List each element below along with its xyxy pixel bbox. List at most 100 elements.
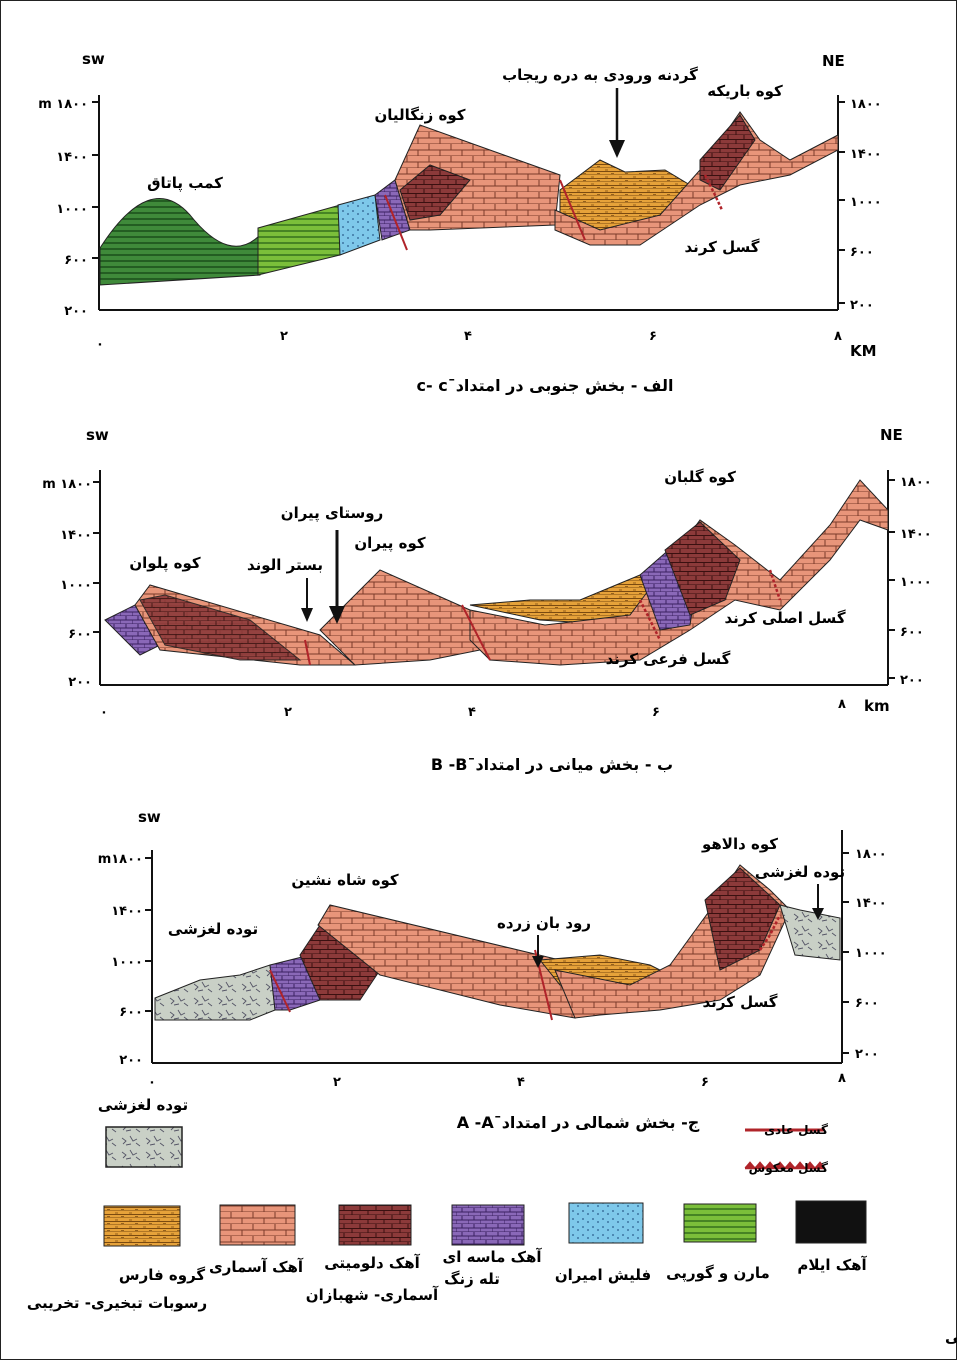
label-tudeh-left: توده لغزشی (168, 920, 258, 938)
section-a: sw m۱۸۰۰ ۱۴۰۰ ۱۰۰۰ ۶۰۰ ۲۰۰ ۱۸۰۰ ۱۴۰۰ ۱۰۰… (98, 808, 887, 1132)
label-bastar-alvand: بستر الوند (247, 556, 323, 574)
section-c: sw NE m ۱۸۰۰ ۱۴۰۰ ۱۰۰۰ ۶۰۰ ۲۰۰ ۱۸۰۰ ۱۴۰۰… (38, 50, 882, 395)
legend-label-fars: گروه فارس (119, 1266, 206, 1284)
y-tick: ۶۰۰ (119, 1005, 143, 1020)
legend-reverse-fault-label: گسل معکوس (749, 1161, 828, 1176)
y-tick: ۶۰۰ (64, 253, 88, 268)
y-tick: ۱۰۰۰ (111, 955, 143, 970)
label-gosal-kerend: گسل کرند (685, 238, 760, 256)
label-kuh-zangalian: کوه زنگالیان (374, 106, 465, 124)
y-tick: ۶۰۰ (68, 627, 92, 642)
legend-label-ilam: آهک ایلام (797, 1256, 867, 1274)
y-tick: ۱۴۰۰ (111, 904, 143, 919)
label-kuh-barikeh: کوه باریکه (707, 82, 783, 100)
y-tick: ۲۰۰ (850, 298, 874, 313)
x-tick: ۶ (649, 329, 657, 344)
label-kuh-palvan: کوه پلوان (129, 554, 201, 573)
legend-label-asmari: آهک آسماری (209, 1258, 304, 1276)
y-tick: ۶۰۰ (855, 996, 879, 1011)
legend-label-sandy: آهک ماسه ای (442, 1248, 542, 1266)
x-tick: ۸ (834, 329, 842, 344)
y-tick: ۱۰۰۰ (60, 578, 92, 593)
x-tick: ۰ (100, 705, 108, 720)
y-tick: ۱۴۰۰ (900, 527, 932, 542)
section-b: sw NE m ۱۸۰۰ ۱۴۰۰ ۱۰۰۰ ۶۰۰ ۲۰۰ ۱۸۰۰ ۱۴۰۰… (42, 426, 932, 774)
legend-landslide-label: توده لغزشی (98, 1096, 188, 1114)
y-tick: ۱۴۰۰ (850, 147, 882, 162)
x-tick: ۸ (838, 697, 846, 712)
y-tick: ۱۰۰۰ (900, 575, 932, 590)
caption-section-a: ج- بخش شمالی در امتداد¯A -A (457, 1113, 700, 1132)
legend-swatch-flysch (568, 1202, 644, 1244)
y-tick: ۱۸۰۰ (850, 97, 882, 112)
x-tick: ۲ (280, 329, 288, 344)
label-kuh-dalahu: کوه دالاهو (701, 835, 778, 853)
label-kuh-piran: کوه پیران (354, 534, 426, 553)
sw-label: sw (86, 426, 109, 444)
label-gosal-kerend: گسل کرند (703, 993, 778, 1011)
legend-label-dolomitic-2: آسماری- شهبازان (306, 1286, 439, 1304)
y-tick: ۱۸۰۰ (900, 475, 932, 490)
x-tick: ۶ (701, 1075, 709, 1090)
legend-swatch-asmari (219, 1204, 296, 1246)
label-rusta-piran: روستای پیران (281, 504, 383, 523)
ne-label: NE (880, 426, 903, 444)
y-tick: ۲۰۰ (64, 304, 88, 319)
legend-label-flysch: فلیش امیران (555, 1266, 651, 1284)
y-tick: ۱۴۰۰ (56, 150, 88, 165)
legend-landslide-swatch (105, 1126, 183, 1168)
legend-swatch-fars (103, 1205, 181, 1247)
y-tick: m ۱۸۰۰ (38, 97, 88, 112)
sw-label: sw (82, 50, 105, 68)
label-kuh-shah: کوه شاه نشین (291, 871, 398, 889)
x-tick: ۸ (838, 1071, 846, 1086)
legend-label-fars-2: رسوبات تبخیری- تخریبی (27, 1294, 207, 1312)
km-unit: km (864, 697, 890, 715)
legend-normal-fault-label: گسل عادی (764, 1123, 828, 1137)
legend-swatch-marl (683, 1203, 757, 1243)
x-tick: ۴ (464, 329, 472, 344)
legend: توده لغزشی گسل عادی گسل معکوس آهک ایلام … (27, 1096, 868, 1312)
y-tick: ۱۴۰۰ (855, 896, 887, 911)
y-tick: ۱۴۰۰ (60, 528, 92, 543)
y-tick: ۱۰۰۰ (56, 202, 88, 217)
x-tick: ۶ (652, 705, 660, 720)
label-rud-banzardeh: رود بان زرده (497, 914, 591, 932)
legend-label-dolomitic: آهک دلومیتی (324, 1254, 420, 1272)
y-tick: ۱۰۰۰ (855, 946, 887, 961)
label-kuh-golban: کوه گلبان (664, 468, 736, 486)
y-tick: ۲۰۰ (68, 675, 92, 690)
y-tick: ۱۸۰۰ (855, 847, 887, 862)
source-note: منبع : نقشه توپوگرافی ۵۰۰۰۰ / ۱ ، زمین ش… (945, 1328, 957, 1347)
legend-label-sandy-2: تله زنگ (444, 1270, 500, 1288)
legend-label-marl: مارن و گورپی (666, 1264, 770, 1283)
x-tick: ۰ (96, 337, 104, 352)
caption-section-c: الف - بخش جنوبی در امتداد¯c- c (417, 376, 674, 395)
y-tick: m۱۸۰۰ (98, 852, 143, 867)
x-tick: ۰ (148, 1075, 156, 1090)
y-tick: ۶۰۰ (900, 625, 924, 640)
label-gosal-asli: گسل اصلی کرند (724, 609, 845, 627)
y-tick: ۲۰۰ (900, 673, 924, 688)
x-tick: ۴ (468, 705, 476, 720)
label-gosal-farei: گسل فرعی کرند (606, 650, 731, 668)
legend-swatch-sandy (451, 1204, 525, 1246)
ne-label: NE (822, 52, 845, 70)
caption-section-b: ب - بخش میانی در امتداد¯B -B (431, 755, 673, 774)
y-tick: ۲۰۰ (855, 1047, 879, 1062)
legend-reverse-fault-teeth (744, 1161, 826, 1169)
label-gardaneh: گردنه ورودی به دره ریجاب (502, 66, 698, 84)
label-tudeh-right: توده لغزشی (755, 863, 845, 881)
x-tick: ۲ (333, 1075, 341, 1090)
label-kamb-pataq: کمب پاتاق (147, 174, 223, 193)
sw-label: sw (138, 808, 161, 826)
y-tick: ۲۰۰ (119, 1053, 143, 1068)
x-tick: ۲ (284, 705, 292, 720)
legend-swatch-dolomitic (338, 1204, 412, 1246)
y-tick: ۶۰۰ (850, 245, 874, 260)
y-tick: ۱۰۰۰ (850, 195, 882, 210)
km-unit: KM (850, 342, 877, 360)
y-tick: m ۱۸۰۰ (42, 477, 92, 492)
x-tick: ۴ (517, 1075, 525, 1090)
